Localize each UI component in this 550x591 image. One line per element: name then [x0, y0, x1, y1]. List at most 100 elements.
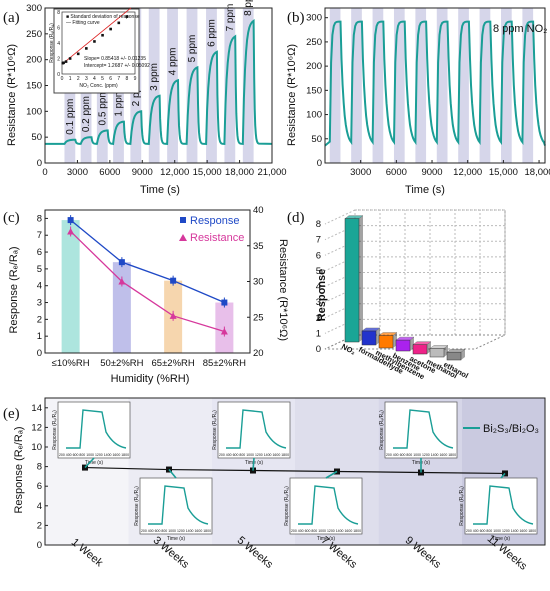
x-tick-label: 85±2%RH	[203, 358, 246, 369]
x-tick-label: 6000	[99, 167, 120, 178]
inset-point	[101, 33, 104, 37]
inset-frame	[217, 401, 291, 459]
inset-x-tick: 8	[125, 76, 128, 82]
inset-x-label: Time (s)	[85, 460, 103, 466]
y-tick-label: 300	[306, 13, 322, 24]
x-axis-title: Humidity (%RH)	[111, 373, 190, 385]
series-lines	[67, 215, 228, 337]
inset-x-tick: 1	[69, 76, 72, 82]
y-tick-label: 150	[306, 85, 322, 96]
inset-x-label: NO₂ Conc. (ppm)	[79, 83, 118, 89]
gas-bar-top	[429, 345, 449, 349]
weekly-inset: 200 400 600 800 1000 1200 1400 1600 1800…	[284, 470, 363, 542]
inset-y-tick: 8	[57, 10, 60, 16]
gas-bar	[429, 348, 445, 358]
grid-line	[324, 209, 356, 225]
pulse-label: 6 ppm	[206, 19, 217, 47]
weekly-inset: 200 400 600 800 1000 1200 1400 1600 1800…	[134, 469, 213, 542]
y-tick-label: 0	[37, 348, 42, 359]
axes-a: 0 3000 6000 9000 12,000 15,000 18,000 21,000050…	[26, 3, 286, 178]
axes-b: 3000 6000 9000 12,000 15,000 18,000 0 50 100 150 2…	[306, 7, 550, 178]
response-curve	[324, 20, 546, 147]
y-tick-label: 8	[37, 213, 42, 224]
y2-tick-label: 20	[253, 348, 264, 359]
x-tick-label: 3000	[350, 167, 371, 178]
intercept-text: Intercept= 1.2687 +/- 0.05092	[84, 63, 150, 69]
inset-arrow	[252, 457, 255, 471]
legend-resistance: Resistance	[190, 232, 244, 244]
3d-grid: 0 1 2 3 4 5 6 7 8	[316, 209, 506, 355]
z-tick-label: 1	[316, 328, 321, 339]
z-tick-label: 8	[316, 219, 321, 230]
response-line	[70, 219, 225, 304]
z-tick-label: 6	[316, 250, 321, 261]
legend-label: Bi₂S₃/Bi₂O₃	[483, 423, 539, 435]
gas-bar	[378, 335, 394, 349]
resistance-point	[220, 328, 228, 335]
legend-marker-response	[180, 217, 186, 223]
x-tick-label: 50±2%RH	[100, 358, 143, 369]
stimulus-band	[351, 8, 362, 163]
gas-bar	[446, 351, 462, 361]
y-axis-title: Resistance (R*10⁶Ω)	[286, 44, 298, 146]
x-tick-label: ≤10%RH	[52, 358, 90, 369]
back-wall	[354, 209, 506, 336]
y-tick-label: 200	[26, 55, 42, 66]
panel-label-b: (b)	[287, 10, 305, 26]
inset-y-tick: 4	[57, 41, 60, 47]
pulse-label: 7 ppm	[225, 4, 236, 32]
y2-axis-title: Resistance (R*10⁶Ω)	[277, 239, 289, 341]
stimulus-band	[522, 8, 534, 163]
x-tick-label: 9000	[132, 167, 153, 178]
inset-x-tick: 2	[77, 76, 80, 82]
gas-bar	[395, 339, 411, 352]
gas-bar-top	[344, 215, 364, 219]
z-tick-label: 7	[316, 235, 321, 246]
panel-label-d: (d)	[287, 210, 305, 226]
pulse-label: 0.1 ppm	[65, 99, 76, 135]
gas-bar	[412, 344, 428, 355]
z-tick-label: 5	[316, 266, 321, 277]
x-tick-label: 0	[42, 167, 47, 178]
inset-legend-1: ■ Standard deviation of response	[66, 14, 140, 20]
stimulus-band	[329, 8, 341, 163]
inset-point	[76, 52, 80, 56]
x-tick-label: 3000	[67, 167, 88, 178]
x-tick-label: 9000	[421, 167, 442, 178]
y-axis-title: Response (Rₑ/Rₐ)	[13, 426, 25, 513]
inset-y-label: Response (Rₑ/Rₐ)	[379, 410, 385, 450]
pulse-label: 1 ppm	[114, 89, 125, 117]
gas-bar-side	[461, 349, 465, 360]
inset-point	[125, 15, 129, 18]
y-tick-label: 1	[37, 331, 42, 342]
axes-c: ≤10%RH 50±2%RH 65±2%RH 85±2%RH 0 1 2 3 4 5 6 7 8 20 25…	[37, 205, 264, 369]
inset-frame	[289, 477, 363, 535]
response-line	[84, 466, 506, 475]
inset-x-ticks: 200 400 600 800 1000 1200 1400 1600 1800	[59, 453, 129, 457]
data-point	[82, 464, 88, 471]
x-tick-label: 15,000	[489, 167, 518, 178]
legend-marker-resistance	[179, 234, 187, 241]
x-axis-title: Time (s)	[140, 184, 180, 196]
stimulus-band	[206, 8, 217, 163]
gas-bar-top	[412, 341, 432, 345]
weekly-inset: 200 400 600 800 1000 1200 1400 1600 1800…	[52, 401, 131, 469]
inset-curve	[226, 409, 287, 449]
y2-tick-label: 35	[253, 241, 264, 252]
weekly-inset: 200 400 600 800 1000 1200 1400 1600 1800…	[212, 401, 291, 471]
inset-point	[109, 27, 112, 31]
resistance-point	[118, 278, 126, 285]
chart-b: 3000 6000 9000 12,000 15,000 18,000 0 50 100 150 2…	[286, 7, 550, 196]
inset-arrow	[84, 457, 95, 469]
inset-frame	[464, 477, 538, 535]
response-point	[118, 259, 125, 266]
inset-arrow	[500, 472, 506, 479]
inset-x-tick: 9	[134, 76, 137, 82]
stimulus-bands	[329, 8, 534, 163]
panel-label-a: (a)	[3, 10, 20, 26]
gas-label: NO₂	[340, 342, 357, 357]
